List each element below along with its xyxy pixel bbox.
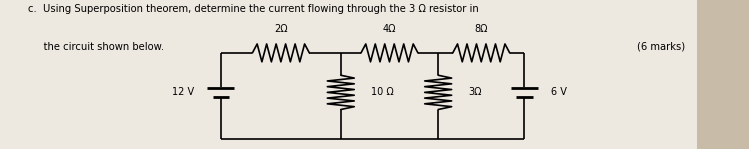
FancyBboxPatch shape [0,0,697,149]
Text: 2Ω: 2Ω [274,24,288,34]
Text: 8Ω: 8Ω [474,24,488,34]
Text: 10 Ω: 10 Ω [371,87,393,97]
Text: (6 marks): (6 marks) [637,42,685,52]
Text: 4Ω: 4Ω [383,24,396,34]
Text: 6 V: 6 V [551,87,567,97]
Text: 3Ω: 3Ω [468,87,482,97]
Text: c.  Using Superposition theorem, determine the current flowing through the 3 Ω r: c. Using Superposition theorem, determin… [28,4,479,14]
Text: 12 V: 12 V [172,87,194,97]
Text: the circuit shown below.: the circuit shown below. [28,42,165,52]
